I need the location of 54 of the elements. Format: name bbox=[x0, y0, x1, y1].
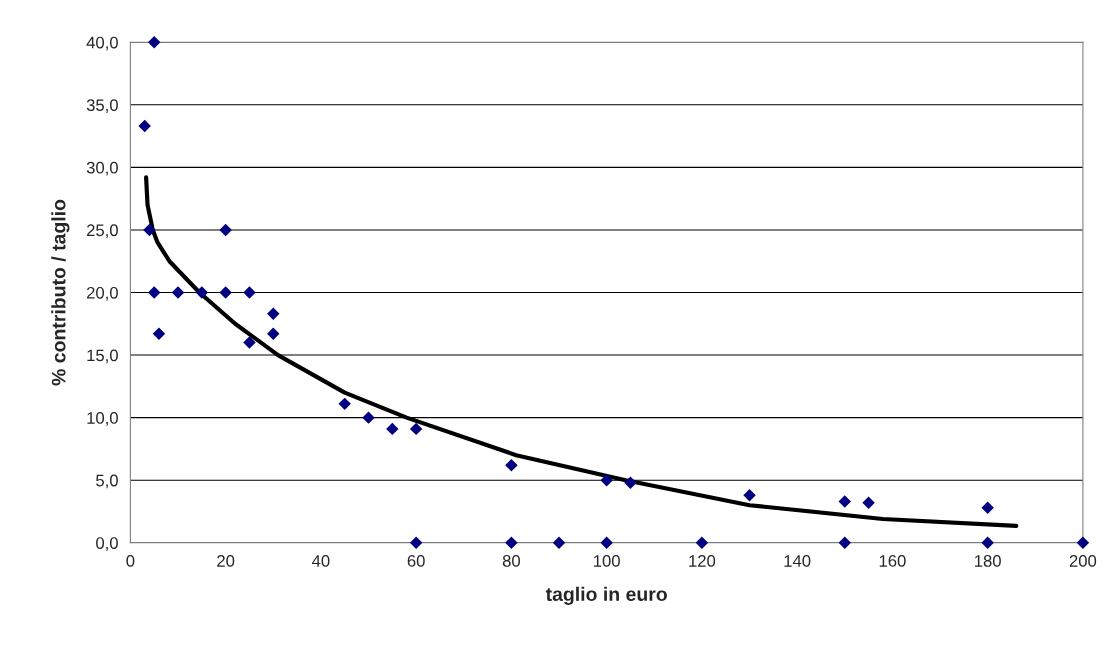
point bbox=[1076, 536, 1090, 549]
point bbox=[552, 536, 566, 549]
y-tick-label: 10,0 bbox=[87, 412, 118, 426]
y-tick-label: 20,0 bbox=[86, 286, 118, 301]
point bbox=[624, 476, 637, 489]
x-tick-label: 100 bbox=[594, 555, 620, 567]
x-tick-label: 0 bbox=[126, 555, 135, 567]
point bbox=[362, 411, 375, 424]
x-tick-label: 180 bbox=[975, 555, 1001, 567]
point bbox=[743, 488, 756, 502]
point bbox=[695, 536, 709, 549]
point bbox=[219, 223, 232, 237]
point bbox=[219, 286, 232, 299]
x-tick-label: 60 bbox=[407, 555, 425, 567]
point bbox=[195, 286, 209, 299]
point bbox=[981, 536, 994, 549]
x-tick-label: 200 bbox=[1069, 555, 1097, 567]
point bbox=[505, 458, 518, 472]
point bbox=[143, 223, 156, 237]
point bbox=[152, 327, 166, 340]
point bbox=[505, 536, 518, 549]
point bbox=[409, 422, 423, 436]
point bbox=[981, 501, 994, 514]
point bbox=[147, 36, 161, 49]
y-tick-label: 5,0 bbox=[96, 474, 118, 489]
x-tick-label: 120 bbox=[689, 555, 716, 567]
x-tick-label: 140 bbox=[784, 555, 811, 567]
point bbox=[600, 473, 613, 487]
y-tick-label: 15,0 bbox=[87, 349, 118, 364]
point bbox=[409, 536, 423, 549]
y-tick-label: 25,0 bbox=[86, 224, 118, 239]
point bbox=[147, 286, 161, 299]
point bbox=[243, 286, 256, 299]
point bbox=[267, 327, 280, 340]
point bbox=[243, 336, 256, 349]
point bbox=[838, 495, 851, 508]
x-tick-label: 20 bbox=[217, 555, 235, 567]
point bbox=[338, 397, 351, 411]
y-tick-label: 40,0 bbox=[86, 36, 118, 51]
point bbox=[862, 496, 875, 509]
x-axis-title: taglio in euro bbox=[545, 586, 667, 605]
x-tick-label: 40 bbox=[312, 555, 330, 567]
y-tick-label: 35,0 bbox=[86, 99, 118, 113]
x-tick-label: 80 bbox=[502, 555, 521, 567]
x-tick-label: 160 bbox=[879, 555, 906, 567]
point bbox=[386, 422, 399, 436]
y-tick-label: 30,0 bbox=[86, 161, 118, 176]
point bbox=[171, 286, 185, 299]
point bbox=[838, 536, 851, 549]
point bbox=[267, 307, 280, 320]
y-tick-label: 0,0 bbox=[96, 537, 118, 551]
y-axis-title: % contributo / taglio bbox=[51, 199, 70, 386]
point bbox=[138, 119, 151, 133]
point bbox=[600, 536, 613, 549]
